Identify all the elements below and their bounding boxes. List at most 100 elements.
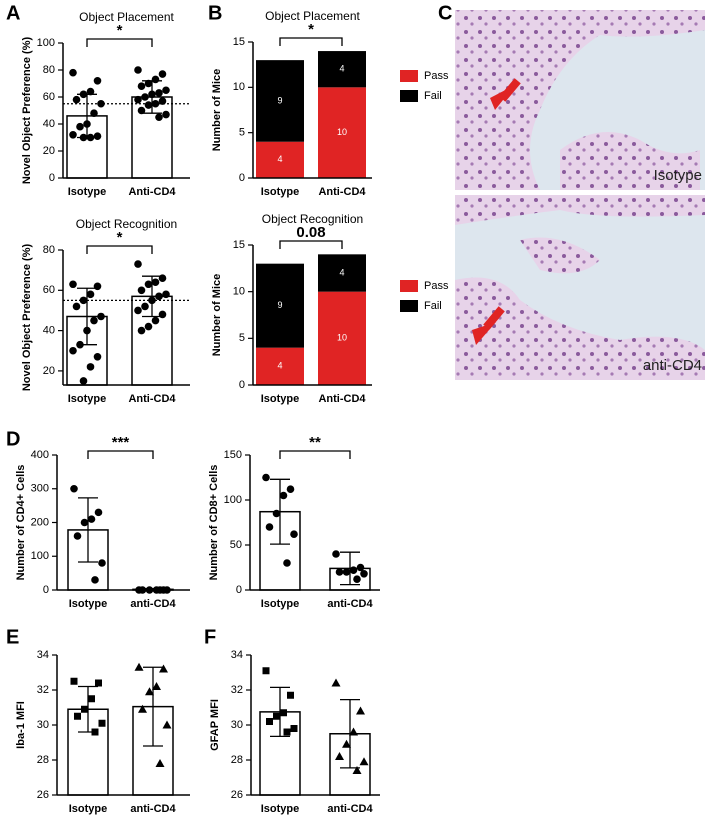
- y-tick-label: 5: [239, 332, 245, 344]
- data-point: [272, 509, 281, 518]
- data-point: [86, 363, 95, 371]
- x-tick-label: anti-CD4: [130, 598, 176, 610]
- x-tick-label: Anti-CD4: [318, 186, 366, 198]
- y-tick-label: 5: [239, 127, 245, 139]
- data-point: [162, 290, 170, 299]
- data-point: [152, 682, 161, 690]
- data-point: [155, 759, 165, 767]
- bar-segment: [256, 263, 304, 348]
- data-point: [158, 97, 167, 105]
- bar-segment: [318, 87, 366, 178]
- data-point: [158, 70, 167, 78]
- x-tick-label: Isotype: [261, 598, 300, 610]
- image-label: Isotype: [654, 167, 702, 184]
- data-point: [86, 290, 95, 299]
- error-bar: [270, 686, 290, 738]
- data-point: [283, 559, 291, 567]
- data-point: [151, 99, 160, 108]
- x-tick-label: Isotype: [69, 803, 108, 815]
- micrograph-isotype: Isotype: [455, 10, 705, 190]
- legend-swatch: [400, 300, 418, 312]
- data-point: [74, 712, 81, 720]
- x-tick-label: anti-CD4: [327, 598, 373, 610]
- value-label: 10: [337, 333, 347, 343]
- y-axis-label: Novel Object Preference (%): [21, 244, 33, 392]
- y-tick-label: 100: [37, 37, 55, 49]
- value-label: 9: [277, 300, 282, 310]
- data-point: [280, 709, 287, 717]
- data-point: [93, 77, 102, 85]
- y-tick-label: 26: [37, 789, 49, 801]
- data-point: [88, 695, 95, 703]
- significance-label: 0.08: [296, 224, 325, 241]
- x-tick-label: anti-CD4: [327, 803, 373, 815]
- data-point: [349, 566, 358, 574]
- error-bar: [78, 685, 98, 733]
- panel-letter: B: [208, 2, 222, 24]
- y-tick-label: 400: [31, 449, 49, 461]
- data-point: [81, 705, 88, 713]
- y-axis-label: Number of Mice: [211, 69, 223, 152]
- data-point: [79, 377, 88, 385]
- x-tick-label: anti-CD4: [130, 803, 176, 815]
- value-label: 4: [339, 64, 344, 74]
- bar-segment: [256, 141, 304, 178]
- error-bar: [78, 497, 98, 563]
- bar-segment: [256, 60, 304, 142]
- data-point: [151, 316, 160, 325]
- x-tick-label: Isotype: [68, 393, 107, 405]
- data-point: [141, 93, 149, 101]
- data-point: [93, 352, 102, 361]
- chart-title: Object Recognition: [76, 217, 177, 231]
- data-point: [159, 664, 168, 673]
- y-tick-label: 80: [43, 244, 55, 256]
- data-point: [290, 530, 298, 538]
- data-point: [352, 766, 362, 774]
- data-point: [145, 687, 154, 696]
- data-point: [266, 718, 273, 725]
- data-point: [262, 473, 270, 482]
- y-tick-label: 100: [224, 494, 242, 506]
- data-point: [137, 82, 146, 90]
- significance-label: *: [308, 21, 314, 38]
- data-point: [144, 101, 153, 109]
- panel-letter: D: [6, 428, 20, 450]
- data-point: [162, 86, 170, 95]
- data-point: [279, 491, 288, 500]
- data-point: [356, 563, 365, 572]
- data-point: [73, 532, 82, 540]
- data-point: [144, 322, 153, 331]
- data-point: [137, 106, 146, 115]
- x-tick-label: Anti-CD4: [128, 186, 176, 198]
- data-point: [94, 508, 103, 517]
- significance-label: ***: [112, 434, 130, 451]
- data-point: [95, 679, 102, 687]
- data-point: [155, 113, 163, 122]
- significance-label: *: [117, 229, 123, 246]
- y-tick-label: 28: [37, 754, 49, 766]
- data-point: [342, 568, 351, 576]
- y-tick-label: 50: [230, 539, 242, 551]
- y-tick-label: 0: [236, 584, 242, 596]
- y-tick-label: 26: [231, 789, 243, 801]
- data-point: [97, 99, 105, 108]
- data-point: [273, 712, 280, 720]
- y-tick-label: 15: [233, 36, 245, 48]
- significance-bracket: [86, 38, 153, 47]
- y-tick-label: 0: [49, 172, 55, 184]
- value-label: 4: [277, 154, 282, 164]
- data-point: [331, 678, 341, 687]
- data-point: [290, 725, 298, 732]
- data-point: [69, 131, 77, 139]
- error-bar: [142, 80, 162, 114]
- data-point: [134, 95, 142, 104]
- data-point: [262, 667, 270, 675]
- significance-bracket: [279, 240, 343, 249]
- error-bar: [340, 698, 360, 769]
- legend-label: Pass: [424, 280, 449, 292]
- error-bar: [143, 666, 163, 747]
- data-point: [134, 66, 142, 74]
- data-point: [359, 757, 369, 766]
- data-point: [137, 286, 146, 295]
